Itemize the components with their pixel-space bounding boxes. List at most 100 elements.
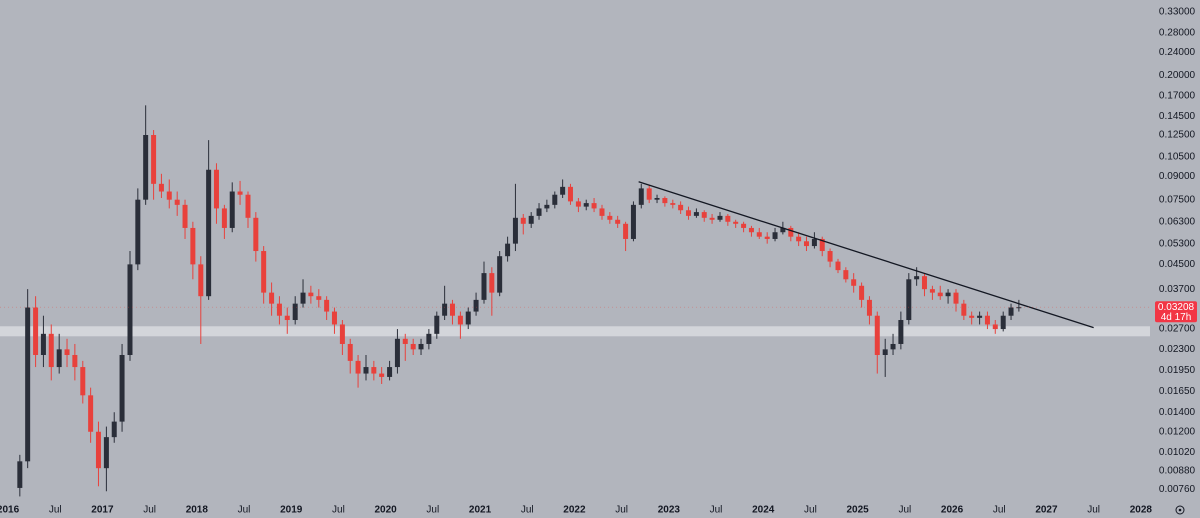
candle-body xyxy=(536,208,542,216)
candle-body xyxy=(33,307,39,355)
candle-body xyxy=(772,232,778,239)
candle-body xyxy=(473,299,479,312)
candle-body xyxy=(623,223,629,239)
y-tick-label: 0.02300 xyxy=(1159,344,1196,355)
y-tick-label: 0.00880 xyxy=(1159,466,1196,477)
candle-body xyxy=(457,315,463,325)
candle-body xyxy=(25,307,31,462)
candle-body xyxy=(253,217,259,252)
candle-body xyxy=(741,223,747,228)
candle-body xyxy=(591,203,597,209)
x-tick-label: 2025 xyxy=(847,505,870,516)
candle-body xyxy=(811,238,817,247)
y-tick-label: 0.17000 xyxy=(1159,91,1196,102)
x-tick-label: 2026 xyxy=(941,505,964,516)
candle-body xyxy=(221,208,227,228)
candle-body xyxy=(300,292,306,304)
candle-body xyxy=(945,292,951,297)
x-tick-label: Jul xyxy=(238,505,251,516)
countdown-label: 4d 17h xyxy=(1161,312,1192,323)
candle-body xyxy=(544,204,550,209)
candle-body xyxy=(371,367,377,374)
x-tick-label: 2018 xyxy=(186,505,209,516)
candle-body xyxy=(512,217,518,244)
candle-body xyxy=(780,227,786,233)
candle-body xyxy=(685,210,691,216)
candle-body xyxy=(882,349,888,355)
candle-body xyxy=(198,264,204,297)
candle-body xyxy=(788,227,794,237)
x-tick-label: 2021 xyxy=(469,505,492,516)
y-tick-label: 0.01400 xyxy=(1159,407,1196,418)
candle-body xyxy=(206,169,212,297)
y-tick-label: 0.05300 xyxy=(1159,238,1196,249)
candle-body xyxy=(292,303,298,321)
candle-body xyxy=(969,315,975,318)
y-tick-label: 0.06300 xyxy=(1159,216,1196,227)
x-tick-label: Jul xyxy=(710,505,723,516)
x-tick-label: 2016 xyxy=(0,505,20,516)
x-tick-label: 2017 xyxy=(91,505,114,516)
candle-body xyxy=(552,194,558,205)
candle-body xyxy=(355,360,361,374)
settings-icon[interactable] xyxy=(1175,505,1185,515)
candle-body xyxy=(803,241,809,247)
candle-body xyxy=(48,333,54,368)
candle-body xyxy=(796,236,802,242)
candle-body xyxy=(143,134,149,200)
candle-body xyxy=(528,215,534,224)
candle-body xyxy=(827,251,833,262)
support-band xyxy=(0,326,1150,337)
candle-body xyxy=(434,315,440,334)
last-price-label: 0.03208 xyxy=(1158,302,1195,313)
candle-body xyxy=(465,311,471,325)
candle-body xyxy=(921,276,927,290)
candle-body xyxy=(261,251,267,293)
candle-body xyxy=(654,198,660,200)
candle-body xyxy=(874,315,880,355)
candle-body xyxy=(505,243,511,257)
candle-body xyxy=(701,212,707,218)
candle-body xyxy=(670,203,676,205)
candle-body xyxy=(489,273,495,293)
candle-body xyxy=(859,285,865,300)
y-tick-label: 0.10500 xyxy=(1159,152,1196,163)
candle-body xyxy=(127,264,133,355)
x-tick-label: Jul xyxy=(521,505,534,516)
candle-body xyxy=(567,186,573,202)
candle-body xyxy=(245,194,251,218)
candle-body xyxy=(213,169,219,209)
candle-body xyxy=(733,221,739,224)
x-tick-label: Jul xyxy=(993,505,1006,516)
y-tick-label: 0.24000 xyxy=(1159,47,1196,58)
candle-body xyxy=(158,183,164,192)
candle-body xyxy=(387,367,393,377)
x-tick-label: 2028 xyxy=(1130,505,1153,516)
candle-body xyxy=(56,349,62,368)
candle-body xyxy=(638,188,644,205)
candle-body xyxy=(1000,315,1006,330)
candle-body xyxy=(1016,307,1022,309)
candle-body xyxy=(725,215,731,222)
candle-body xyxy=(229,191,235,228)
trendline xyxy=(638,181,1094,329)
candle-body xyxy=(835,261,841,271)
candle-body xyxy=(394,338,400,368)
candle-body xyxy=(607,215,613,220)
candle-body xyxy=(166,191,172,200)
candle-body xyxy=(560,186,566,195)
y-tick-label: 0.01200 xyxy=(1159,426,1196,437)
y-tick-label: 0.14500 xyxy=(1159,111,1196,122)
candle-body xyxy=(40,333,46,355)
candle-body xyxy=(937,292,943,297)
candle-body xyxy=(953,292,959,304)
candle-body xyxy=(284,315,290,321)
candle-body xyxy=(693,212,699,216)
x-tick-label: Jul xyxy=(804,505,817,516)
candle-body xyxy=(410,343,416,350)
candle-body xyxy=(819,238,825,252)
candle-body xyxy=(914,276,920,280)
candle-body xyxy=(678,204,684,211)
candle-body xyxy=(866,299,872,316)
